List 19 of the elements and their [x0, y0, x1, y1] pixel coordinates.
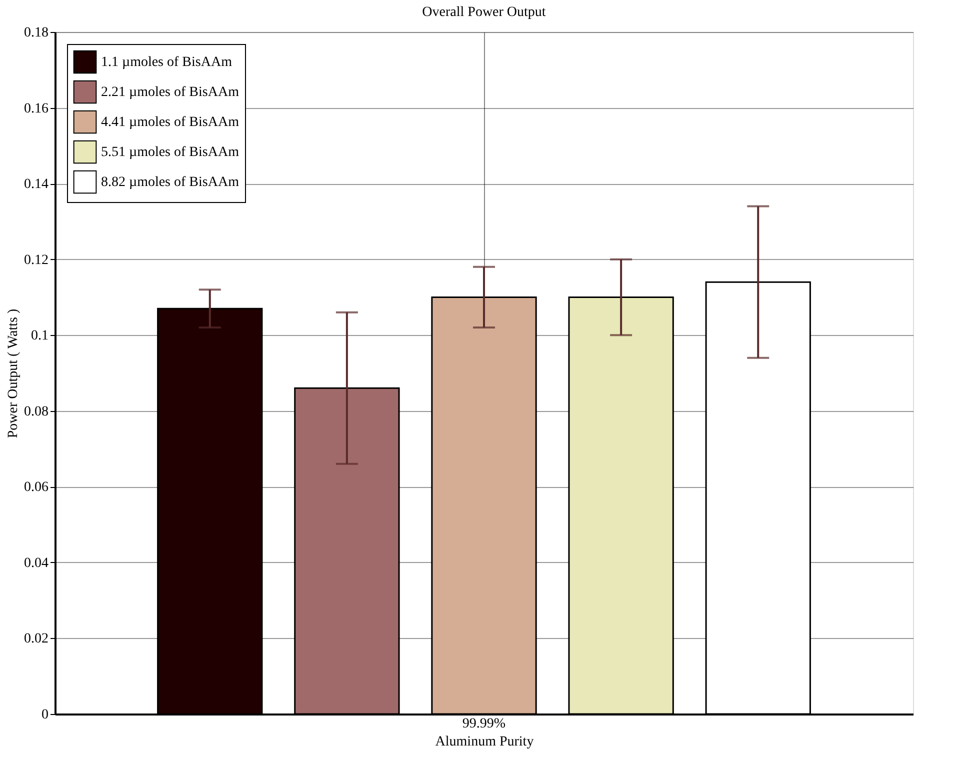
y-tick-label: 0.14: [24, 177, 48, 192]
y-tick-label: 0.12: [24, 252, 48, 268]
y-tick-label: 0.06: [24, 480, 48, 496]
legend-label: 1.1 µmoles of BisAAm: [101, 55, 232, 70]
y-tick-label: 0.04: [24, 556, 48, 571]
y-tick-label: 0: [42, 708, 48, 722]
y-tick-label: 0.18: [24, 26, 48, 40]
y-axis-title: Power Output ( Watts ): [6, 308, 21, 438]
legend-label: 2.21 µmoles of BisAAm: [101, 85, 240, 100]
legend-label: 5.51 µmoles of BisAAm: [101, 145, 240, 160]
chart-title: Overall Power Output: [422, 5, 546, 20]
x-tick-label: 99.99%: [462, 716, 506, 732]
legend-label: 4.41 µmoles of BisAAm: [101, 115, 240, 130]
y-tick-label: 0.08: [24, 404, 48, 420]
y-tick-label: 0.02: [24, 632, 48, 647]
x-axis-title: Aluminum Purity: [435, 734, 534, 750]
y-tick-label: 0.1: [31, 328, 48, 344]
y-tick-label: 0.16: [24, 101, 48, 116]
legend-label: 8.82 µmoles of BisAAm: [101, 175, 240, 190]
